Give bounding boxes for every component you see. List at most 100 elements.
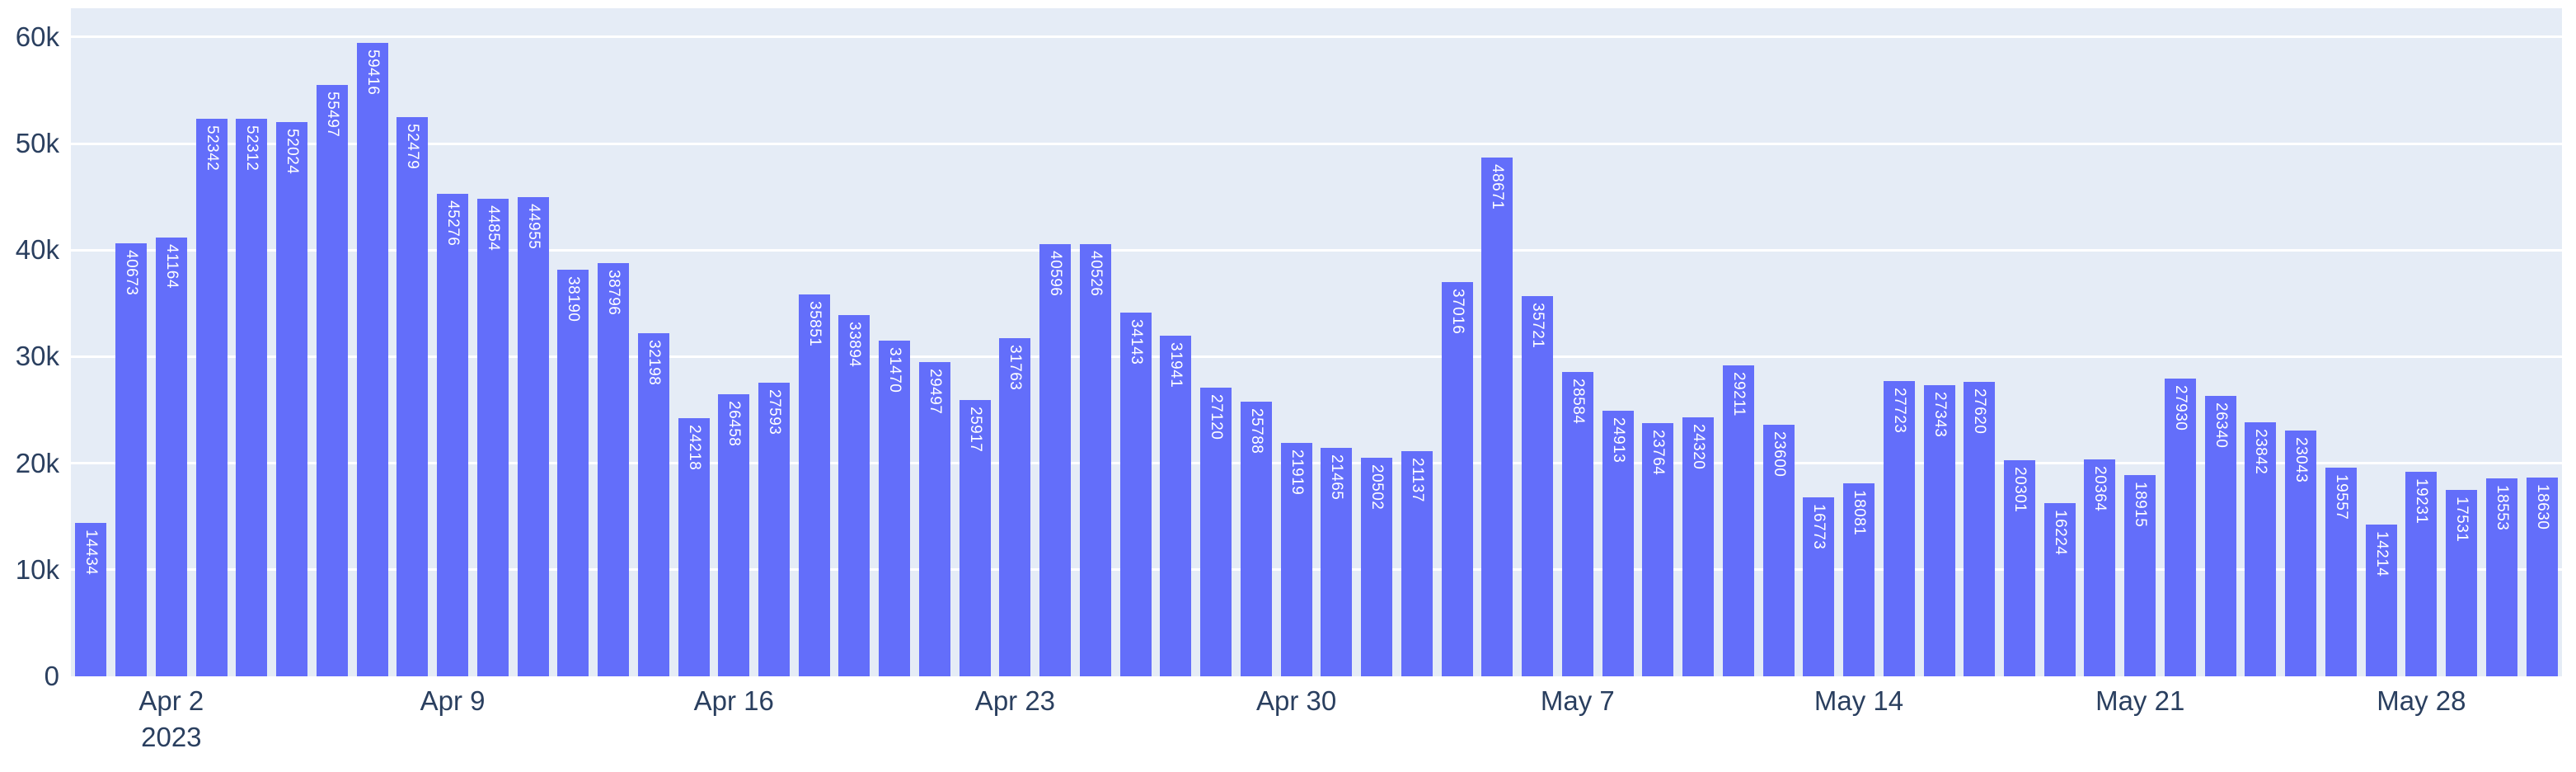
plot-area[interactable]: 14434 40673 41164 52342 52312 52024 55497 59416… <box>71 8 2562 676</box>
bar-2023-04-18[interactable]: 35851 <box>798 294 830 676</box>
x-tick-text: May 21 <box>2095 685 2185 716</box>
bar-2023-04-19[interactable]: 33894 <box>838 315 870 676</box>
bar-2023-05-24[interactable]: 23842 <box>2245 422 2277 676</box>
bar-value-label: 17531 <box>2453 496 2471 542</box>
bar-2023-04-04[interactable]: 52312 <box>236 119 268 676</box>
bar-2023-05-19[interactable]: 16224 <box>2043 503 2076 676</box>
bar-2023-04-30[interactable]: 21919 <box>1280 442 1312 676</box>
x-tick-label: May 28 <box>2377 683 2466 719</box>
bar-2023-05-31[interactable]: 18630 <box>2526 478 2558 676</box>
gridline-40k <box>71 248 2562 252</box>
bar-2023-04-15[interactable]: 24218 <box>678 418 710 676</box>
bar-2023-04-21[interactable]: 29497 <box>918 361 950 676</box>
x-tick-label: May 21 <box>2095 683 2184 719</box>
bar-2023-04-10[interactable]: 44854 <box>476 198 509 676</box>
y-tick-label: 40k <box>15 234 59 266</box>
bar-2023-05-25[interactable]: 23043 <box>2285 431 2317 676</box>
bar-2023-04-26[interactable]: 34143 <box>1119 312 1152 676</box>
bar-value-label: 40673 <box>123 249 141 295</box>
bar-2023-05-04[interactable]: 37016 <box>1441 281 1473 676</box>
bar-value-label: 29497 <box>926 368 944 415</box>
bar-2023-04-01[interactable]: 40673 <box>115 242 148 676</box>
bar-2023-04-07[interactable]: 59416 <box>356 43 388 676</box>
bar-2023-03-31[interactable]: 14434 <box>75 522 107 676</box>
bar-2023-04-16[interactable]: 26458 <box>718 394 750 676</box>
bar-2023-04-09[interactable]: 45276 <box>437 194 469 676</box>
bar-2023-05-28[interactable]: 19231 <box>2405 471 2438 676</box>
bar-2023-05-27[interactable]: 14214 <box>2365 525 2397 676</box>
bar-2023-05-13[interactable]: 16773 <box>1803 497 1835 676</box>
y-tick-label: 20k <box>15 447 59 478</box>
bar-2023-04-29[interactable]: 25788 <box>1240 401 1272 676</box>
bar-2023-04-22[interactable]: 25917 <box>959 400 991 676</box>
bar-2023-04-20[interactable]: 31470 <box>879 341 911 676</box>
bar-2023-04-13[interactable]: 38796 <box>598 262 630 676</box>
bar-2023-04-23[interactable]: 31763 <box>999 337 1031 676</box>
bar-2023-05-07[interactable]: 28584 <box>1561 371 1593 676</box>
bar-value-label: 24218 <box>685 425 703 471</box>
bar-2023-05-20[interactable]: 20364 <box>2084 459 2116 676</box>
bar-value-label: 26340 <box>2212 402 2230 449</box>
x-tick-text: Apr 2 <box>138 685 204 716</box>
bar-value-label: 19557 <box>2332 474 2350 520</box>
bar-value-label: 21137 <box>1408 457 1426 502</box>
bar-2023-05-12[interactable]: 23600 <box>1762 425 1795 676</box>
bar-value-label: 27620 <box>1971 388 1989 435</box>
bar-2023-04-02[interactable]: 41164 <box>155 238 187 676</box>
bar-2023-05-02[interactable]: 20502 <box>1361 458 1393 676</box>
bar-value-label: 23764 <box>1649 430 1668 476</box>
x-tick-label: Apr 16 <box>694 683 774 719</box>
bar-2023-05-15[interactable]: 27723 <box>1883 380 1915 676</box>
bar-value-label: 38190 <box>565 275 583 322</box>
bar-2023-04-25[interactable]: 40526 <box>1079 244 1111 676</box>
x-tick-label: Apr 30 <box>1256 683 1336 719</box>
bar-value-label: 18915 <box>2132 481 2150 527</box>
bar-2023-05-29[interactable]: 17531 <box>2446 489 2478 676</box>
bar-value-label: 55497 <box>323 92 341 138</box>
bar-2023-05-03[interactable]: 21137 <box>1401 450 1433 676</box>
bar-2023-04-28[interactable]: 27120 <box>1200 387 1232 676</box>
bar-2023-04-05[interactable]: 52024 <box>276 121 308 676</box>
bar-2023-05-26[interactable]: 19557 <box>2325 468 2357 676</box>
bar-2023-05-17[interactable]: 27620 <box>1964 382 1996 676</box>
bar-2023-05-09[interactable]: 23764 <box>1642 423 1674 676</box>
bar-value-label: 16224 <box>2051 510 2069 556</box>
bar-value-label: 45276 <box>444 200 462 247</box>
y-tick-label: 60k <box>15 21 59 52</box>
bar-2023-04-12[interactable]: 38190 <box>557 269 589 676</box>
bar-value-label: 40526 <box>1086 251 1105 297</box>
bar-2023-04-03[interactable]: 52342 <box>195 118 228 676</box>
bar-2023-04-27[interactable]: 31941 <box>1160 336 1192 676</box>
bar-2023-05-01[interactable]: 21465 <box>1321 447 1353 676</box>
bar-value-label: 32198 <box>645 340 663 386</box>
bar-2023-05-10[interactable]: 24320 <box>1682 417 1715 676</box>
bar-value-label: 14214 <box>2372 531 2391 577</box>
bar-2023-05-11[interactable]: 29211 <box>1722 365 1754 676</box>
bar-2023-05-18[interactable]: 20301 <box>2003 459 2035 676</box>
bar-2023-05-05[interactable]: 48671 <box>1481 158 1513 676</box>
bar-2023-05-14[interactable]: 18081 <box>1843 483 1875 676</box>
bar-2023-04-14[interactable]: 32198 <box>637 333 669 676</box>
bar-value-label: 14434 <box>82 529 101 575</box>
bar-value-label: 19231 <box>2413 478 2431 524</box>
bar-2023-04-06[interactable]: 55497 <box>316 85 348 676</box>
bar-2023-05-08[interactable]: 24913 <box>1602 411 1634 676</box>
bar-value-label: 27343 <box>1931 391 1949 438</box>
bar-2023-04-11[interactable]: 44955 <box>517 197 549 676</box>
bar-2023-05-23[interactable]: 26340 <box>2204 395 2236 676</box>
bar-value-label: 18553 <box>2493 485 2511 531</box>
bar-2023-05-21[interactable]: 18915 <box>2124 474 2156 676</box>
bar-value-label: 38796 <box>605 269 623 316</box>
bar-2023-05-06[interactable]: 35721 <box>1522 295 1554 676</box>
bar-2023-04-08[interactable]: 52479 <box>396 117 429 676</box>
bar-value-label: 20301 <box>2011 466 2029 513</box>
bar-2023-05-22[interactable]: 27930 <box>2164 379 2196 676</box>
bar-2023-04-17[interactable]: 27593 <box>758 382 790 676</box>
bar-value-label: 26458 <box>725 401 744 447</box>
x-tick-label: Apr 2 2023 <box>138 683 204 756</box>
bar-value-label: 27723 <box>1890 387 1908 434</box>
x-tick-year: 2023 <box>141 722 202 752</box>
bar-2023-04-24[interactable]: 40596 <box>1039 243 1072 676</box>
bar-2023-05-30[interactable]: 18553 <box>2485 478 2517 676</box>
bar-2023-05-16[interactable]: 27343 <box>1923 384 1955 676</box>
